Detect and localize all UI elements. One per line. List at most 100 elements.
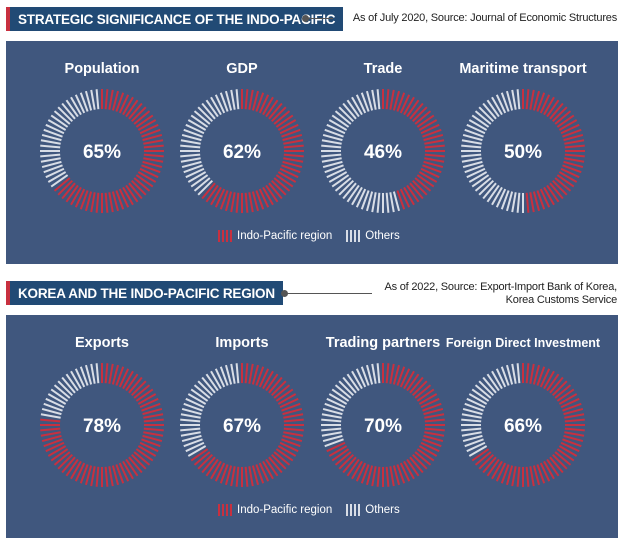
tick-indo-pacific	[139, 441, 159, 453]
tick-indo-pacific	[143, 153, 164, 158]
tick-indo-pacific	[478, 453, 495, 470]
tick-indo-pacific	[409, 376, 424, 394]
tick-indo-pacific	[214, 188, 226, 208]
tick-others	[468, 119, 488, 131]
tick-others	[70, 96, 82, 116]
tick-others	[385, 192, 390, 213]
tick-indo-pacific	[40, 431, 61, 437]
tick-others	[462, 160, 483, 169]
tick-indo-pacific	[244, 89, 249, 110]
tick-indo-pacific	[139, 167, 159, 179]
tick-indo-pacific	[536, 92, 546, 112]
tick-indo-pacific	[562, 128, 582, 138]
tick-indo-pacific	[125, 99, 139, 118]
tick-indo-pacific	[346, 458, 360, 477]
tick-indo-pacific	[277, 393, 297, 405]
tick-others	[491, 186, 503, 206]
tick-indo-pacific	[283, 144, 304, 149]
tick-indo-pacific	[251, 465, 260, 486]
tick-others	[185, 441, 205, 453]
tick-indo-pacific	[560, 123, 580, 135]
tick-others	[70, 370, 82, 390]
tick-others	[389, 192, 395, 213]
tick-indo-pacific	[205, 184, 219, 203]
tick-indo-pacific	[543, 460, 555, 480]
tick-others	[57, 380, 74, 397]
tick-indo-pacific	[532, 90, 541, 111]
section-1-title-text: STRATEGIC SIGNIFICANCE OF THE INDO-PACIF…	[18, 11, 336, 27]
tick-indo-pacific	[563, 160, 584, 169]
tick-others	[180, 139, 201, 145]
tick-others	[464, 438, 484, 448]
tick-others	[461, 139, 482, 145]
tick-indo-pacific	[564, 144, 585, 149]
tick-indo-pacific	[104, 89, 109, 110]
tick-indo-pacific	[268, 182, 283, 200]
tick-indo-pacific	[133, 451, 151, 466]
tick-others	[342, 102, 357, 120]
section-1-title: STRATEGIC SIGNIFICANCE OF THE INDO-PACIF…	[6, 7, 344, 31]
tick-indo-pacific	[525, 89, 530, 110]
tick-indo-pacific	[235, 466, 240, 487]
tick-others	[464, 402, 484, 412]
tick-indo-pacific	[416, 174, 435, 188]
tick-indo-pacific	[142, 407, 163, 416]
tick-indo-pacific	[273, 451, 291, 466]
tick-indo-pacific	[556, 174, 575, 188]
tick-indo-pacific	[418, 119, 438, 131]
tick-others	[74, 368, 86, 388]
tick-indo-pacific	[554, 384, 572, 399]
tick-indo-pacific	[539, 188, 551, 208]
tick-indo-pacific	[560, 397, 580, 409]
tick-indo-pacific	[219, 464, 229, 484]
tick-indo-pacific	[214, 462, 226, 482]
tick-indo-pacific	[529, 89, 535, 110]
tick-others	[322, 407, 343, 416]
tick-indo-pacific	[111, 191, 120, 212]
tick-indo-pacific	[351, 460, 363, 480]
tick-indo-pacific	[376, 466, 381, 487]
tick-indo-pacific	[125, 458, 139, 477]
tick-others	[190, 114, 209, 128]
tick-indo-pacific	[273, 110, 291, 125]
tick-others	[190, 174, 209, 188]
tick-indo-pacific	[389, 89, 395, 110]
tick-indo-pacific	[283, 413, 304, 419]
tick-others	[321, 157, 342, 163]
tick-indo-pacific	[262, 460, 274, 480]
tick-others	[360, 190, 370, 210]
tick-others	[190, 388, 209, 402]
tick-others	[461, 413, 482, 419]
section-1-legend: Indo-Pacific region Others	[218, 230, 414, 242]
tick-indo-pacific	[536, 464, 546, 484]
tick-others	[187, 119, 207, 131]
tick-indo-pacific	[53, 451, 71, 466]
tick-others	[468, 445, 488, 457]
tick-others	[187, 445, 207, 457]
tick-indo-pacific	[143, 144, 164, 149]
tick-others	[50, 388, 69, 402]
tick-others	[326, 123, 346, 135]
tick-indo-pacific	[128, 376, 143, 394]
tick-indo-pacific	[268, 456, 283, 474]
tick-indo-pacific	[79, 464, 89, 484]
data-label-maritime-transport: 50%	[504, 142, 542, 163]
donut-exports	[40, 363, 164, 487]
tick-indo-pacific	[268, 376, 283, 394]
tick-indo-pacific	[516, 466, 521, 487]
tick-indo-pacific	[403, 460, 415, 480]
tick-indo-pacific	[255, 366, 265, 386]
tick-indo-pacific	[65, 458, 79, 477]
tick-indo-pacific	[251, 90, 260, 111]
tick-indo-pacific	[420, 441, 440, 453]
tick-others	[464, 128, 484, 138]
tick-others	[461, 431, 482, 437]
tick-others	[230, 89, 236, 110]
tick-indo-pacific	[546, 373, 560, 392]
tick-others	[474, 384, 492, 399]
section-2-donut-charts: Exports 78% Imports 67% Trading partners 70% F…	[40, 335, 601, 487]
tick-indo-pacific	[53, 177, 71, 192]
tick-indo-pacific	[115, 366, 125, 386]
section-1-panel: Population 65% GDP 62% Trade 46% Maritime tran…	[6, 41, 618, 264]
tick-others	[495, 188, 507, 208]
